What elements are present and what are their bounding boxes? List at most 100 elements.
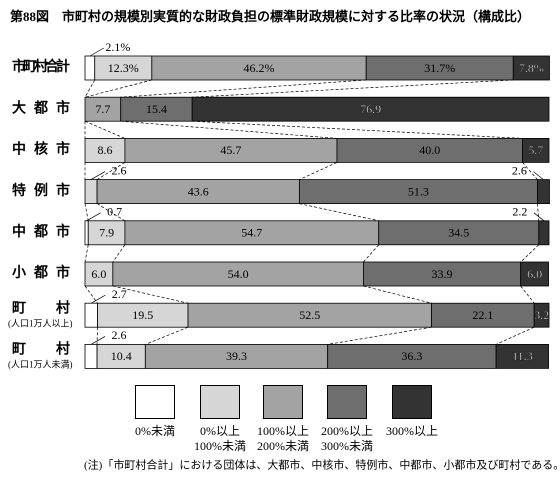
bar-segment <box>124 220 380 246</box>
value-label: 12.3% <box>108 61 139 75</box>
value-label: 6.0 <box>527 267 542 281</box>
bar-segment <box>362 261 522 287</box>
connector <box>112 244 126 263</box>
value-label: 31.7% <box>424 61 455 75</box>
bar-segment <box>96 343 146 369</box>
connector <box>327 326 432 345</box>
connector <box>363 285 432 304</box>
bar-segment <box>365 55 514 81</box>
bar-segment <box>124 137 338 163</box>
value-label: 7.9 <box>99 226 114 240</box>
value-label: 51.3 <box>408 184 429 198</box>
value-label: 5.7 <box>528 143 543 157</box>
row-note: (人口1万人未満) <box>8 358 73 369</box>
bar-segment <box>84 302 98 328</box>
bar-segment <box>112 261 364 287</box>
legend-label: 300%以上 <box>386 424 438 438</box>
value-label: 7.8% <box>519 61 544 75</box>
bar-segment <box>84 137 126 163</box>
legend-swatch <box>392 385 432 419</box>
value-label: 6.0 <box>91 267 106 281</box>
value-label: 34.5 <box>448 226 469 240</box>
value-label: 0.7 <box>107 205 122 219</box>
connector <box>84 285 98 304</box>
bar-segment <box>84 179 98 205</box>
connector <box>84 120 126 139</box>
bar-segment <box>187 302 433 328</box>
connector <box>112 285 189 304</box>
row-label: 小都市 <box>12 264 70 281</box>
value-label: 33.9 <box>432 267 453 281</box>
legend-swatch <box>327 385 367 419</box>
connector <box>84 244 89 263</box>
connector <box>537 203 540 221</box>
value-label: 2.6 <box>512 163 527 177</box>
value-label: 2.1% <box>105 40 130 54</box>
row-note: (人口1万人以上) <box>8 318 73 328</box>
bar-segment <box>522 137 550 163</box>
legend-swatch <box>263 385 303 419</box>
bar-segment <box>84 55 96 81</box>
value-label: 43.6 <box>188 184 209 198</box>
bar-segment <box>151 55 367 81</box>
legend-label: 0%以上 100%未満 <box>194 424 246 453</box>
bar-segment <box>191 96 550 122</box>
bar-segment <box>84 220 89 246</box>
bar-segment <box>378 220 540 246</box>
value-label: 2.6 <box>112 328 127 342</box>
connector <box>192 79 514 98</box>
connector <box>192 120 523 139</box>
value-label: 54.0 <box>228 267 249 281</box>
value-label: 19.5 <box>132 308 153 322</box>
row-label: 大都市 <box>12 99 70 116</box>
value-label: 22.1 <box>472 308 493 322</box>
leader-line <box>86 212 101 222</box>
row-label: 町村 <box>12 299 70 316</box>
row-label: 町村 <box>12 341 70 358</box>
legend-label: 0%未満 <box>135 424 175 438</box>
value-label: 15.4 <box>146 102 167 116</box>
connector <box>120 79 367 98</box>
leader-line <box>91 294 106 304</box>
bar-segment <box>537 179 550 205</box>
bar-segment <box>87 220 126 246</box>
leader-line <box>89 47 105 57</box>
value-label: 36.3 <box>401 349 422 363</box>
chart-title: 第88図 市町村の規模別実質的な財政負担の標準財政規模に対する比率の状況（構成比… <box>10 9 530 24</box>
value-label: 2.6 <box>112 163 127 177</box>
connector <box>84 79 152 98</box>
value-label: 39.3 <box>226 349 247 363</box>
bar-segment <box>533 302 550 328</box>
bar-segment <box>120 96 193 122</box>
leader-line <box>90 336 106 345</box>
value-label: 45.7 <box>220 143 241 157</box>
bar-segment <box>512 55 550 81</box>
bar-segment <box>327 343 497 369</box>
connector <box>84 203 89 221</box>
value-label: 46.2% <box>244 61 275 75</box>
row-label: 特例市 <box>12 182 70 199</box>
value-label: 10.4 <box>111 349 132 363</box>
value-label: 7.7 <box>95 102 110 116</box>
connector <box>145 326 189 345</box>
bar-segment <box>538 220 550 246</box>
connector <box>120 120 337 139</box>
legend-swatch <box>135 385 175 419</box>
note: (注)「市町村合計」における団体は、大都市、中核市、特例市、中都市、小都市及び町… <box>84 458 560 472</box>
connector <box>520 244 540 263</box>
value-label: 76.9 <box>360 102 381 116</box>
bar-segment <box>84 96 122 122</box>
value-label: 11.3 <box>512 349 533 363</box>
connector <box>96 203 126 222</box>
connector <box>363 244 379 263</box>
leader-line <box>533 171 544 180</box>
value-label: 52.5 <box>299 308 320 322</box>
connector <box>520 285 535 304</box>
connector <box>299 162 338 180</box>
bar-segment <box>495 343 549 369</box>
bar-segment <box>520 261 549 287</box>
legend-label: 100%以上 200%未満 <box>257 424 309 453</box>
value-label: 2.2 <box>512 205 527 219</box>
